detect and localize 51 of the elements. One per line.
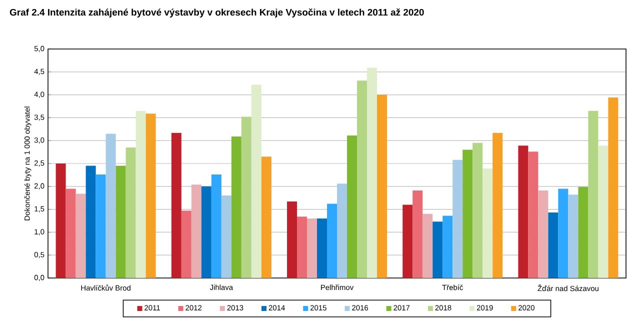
bar (578, 186, 588, 278)
bar (518, 146, 528, 278)
bar (307, 218, 318, 278)
bar (251, 84, 262, 278)
chart-title: Graf 2.4 Intenzita zahájené bytové výstavby v okresech Kraje Vysočina v letech 2011 až 2020 (10, 8, 424, 18)
bar (412, 190, 423, 278)
bar (76, 194, 86, 278)
bar (221, 196, 232, 278)
bar (452, 160, 463, 278)
bar (231, 136, 242, 278)
bar (347, 136, 358, 278)
bar (442, 216, 453, 278)
bar (402, 204, 413, 278)
bar (171, 132, 182, 278)
bar (462, 150, 473, 278)
bar (181, 210, 192, 278)
bar (548, 212, 558, 278)
bar (337, 184, 348, 278)
bar (116, 166, 126, 278)
bar (568, 194, 578, 278)
bar (367, 68, 378, 278)
bar (136, 110, 146, 278)
bar (106, 134, 116, 278)
bar (146, 114, 156, 278)
bar (297, 216, 308, 278)
bar (357, 80, 368, 278)
bar (432, 222, 443, 278)
bar (377, 94, 388, 278)
bar (472, 142, 483, 278)
bar (608, 98, 618, 278)
bar (327, 204, 338, 278)
bar (56, 164, 66, 278)
bar (528, 152, 538, 278)
bar (191, 184, 202, 278)
bar (201, 186, 212, 278)
bar (261, 156, 272, 278)
bar (287, 202, 298, 278)
bar (241, 116, 252, 278)
bar (538, 190, 548, 278)
bar (211, 174, 222, 278)
bar (598, 146, 608, 278)
bar (558, 188, 568, 278)
bar (96, 174, 106, 278)
bar (66, 188, 76, 278)
bar (86, 166, 96, 278)
bar (482, 168, 493, 278)
bar (588, 110, 598, 278)
bar (492, 132, 503, 278)
bar (422, 214, 433, 278)
bar (317, 218, 328, 278)
bar (126, 147, 136, 278)
